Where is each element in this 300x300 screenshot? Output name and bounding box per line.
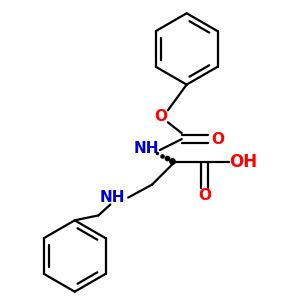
Text: O: O	[154, 109, 167, 124]
Text: O: O	[211, 132, 224, 147]
Text: NH: NH	[133, 140, 159, 155]
Text: O: O	[198, 188, 211, 203]
Text: NH: NH	[100, 190, 125, 205]
Text: OH: OH	[229, 153, 257, 171]
